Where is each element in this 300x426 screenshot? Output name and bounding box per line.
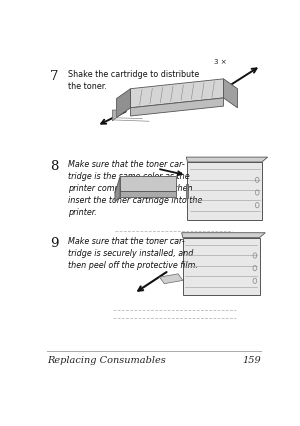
Polygon shape	[224, 80, 238, 109]
Bar	[186, 184, 188, 198]
Polygon shape	[130, 80, 224, 109]
Polygon shape	[182, 233, 266, 238]
Text: Shake the cartridge to distribute
the toner.: Shake the cartridge to distribute the to…	[68, 70, 199, 91]
Text: 9: 9	[50, 236, 59, 249]
Polygon shape	[112, 111, 117, 122]
Polygon shape	[186, 158, 268, 163]
Bar	[188, 163, 262, 220]
Polygon shape	[120, 192, 176, 198]
Text: 7: 7	[50, 70, 59, 83]
Text: 3 ×: 3 ×	[214, 59, 227, 65]
Polygon shape	[120, 177, 176, 192]
Text: 159: 159	[242, 355, 261, 364]
Text: Make sure that the toner car-
tridge is the same color as the
printer compartmen: Make sure that the toner car- tridge is …	[68, 160, 202, 216]
Bar	[183, 238, 260, 296]
Polygon shape	[115, 177, 120, 201]
Polygon shape	[117, 89, 130, 118]
Polygon shape	[160, 274, 183, 284]
Text: Make sure that the toner car-
tridge is securely installed, and
then peel off th: Make sure that the toner car- tridge is …	[68, 236, 198, 269]
Text: Replacing Consumables: Replacing Consumables	[47, 355, 166, 364]
Polygon shape	[130, 99, 224, 117]
Text: 8: 8	[50, 160, 59, 173]
